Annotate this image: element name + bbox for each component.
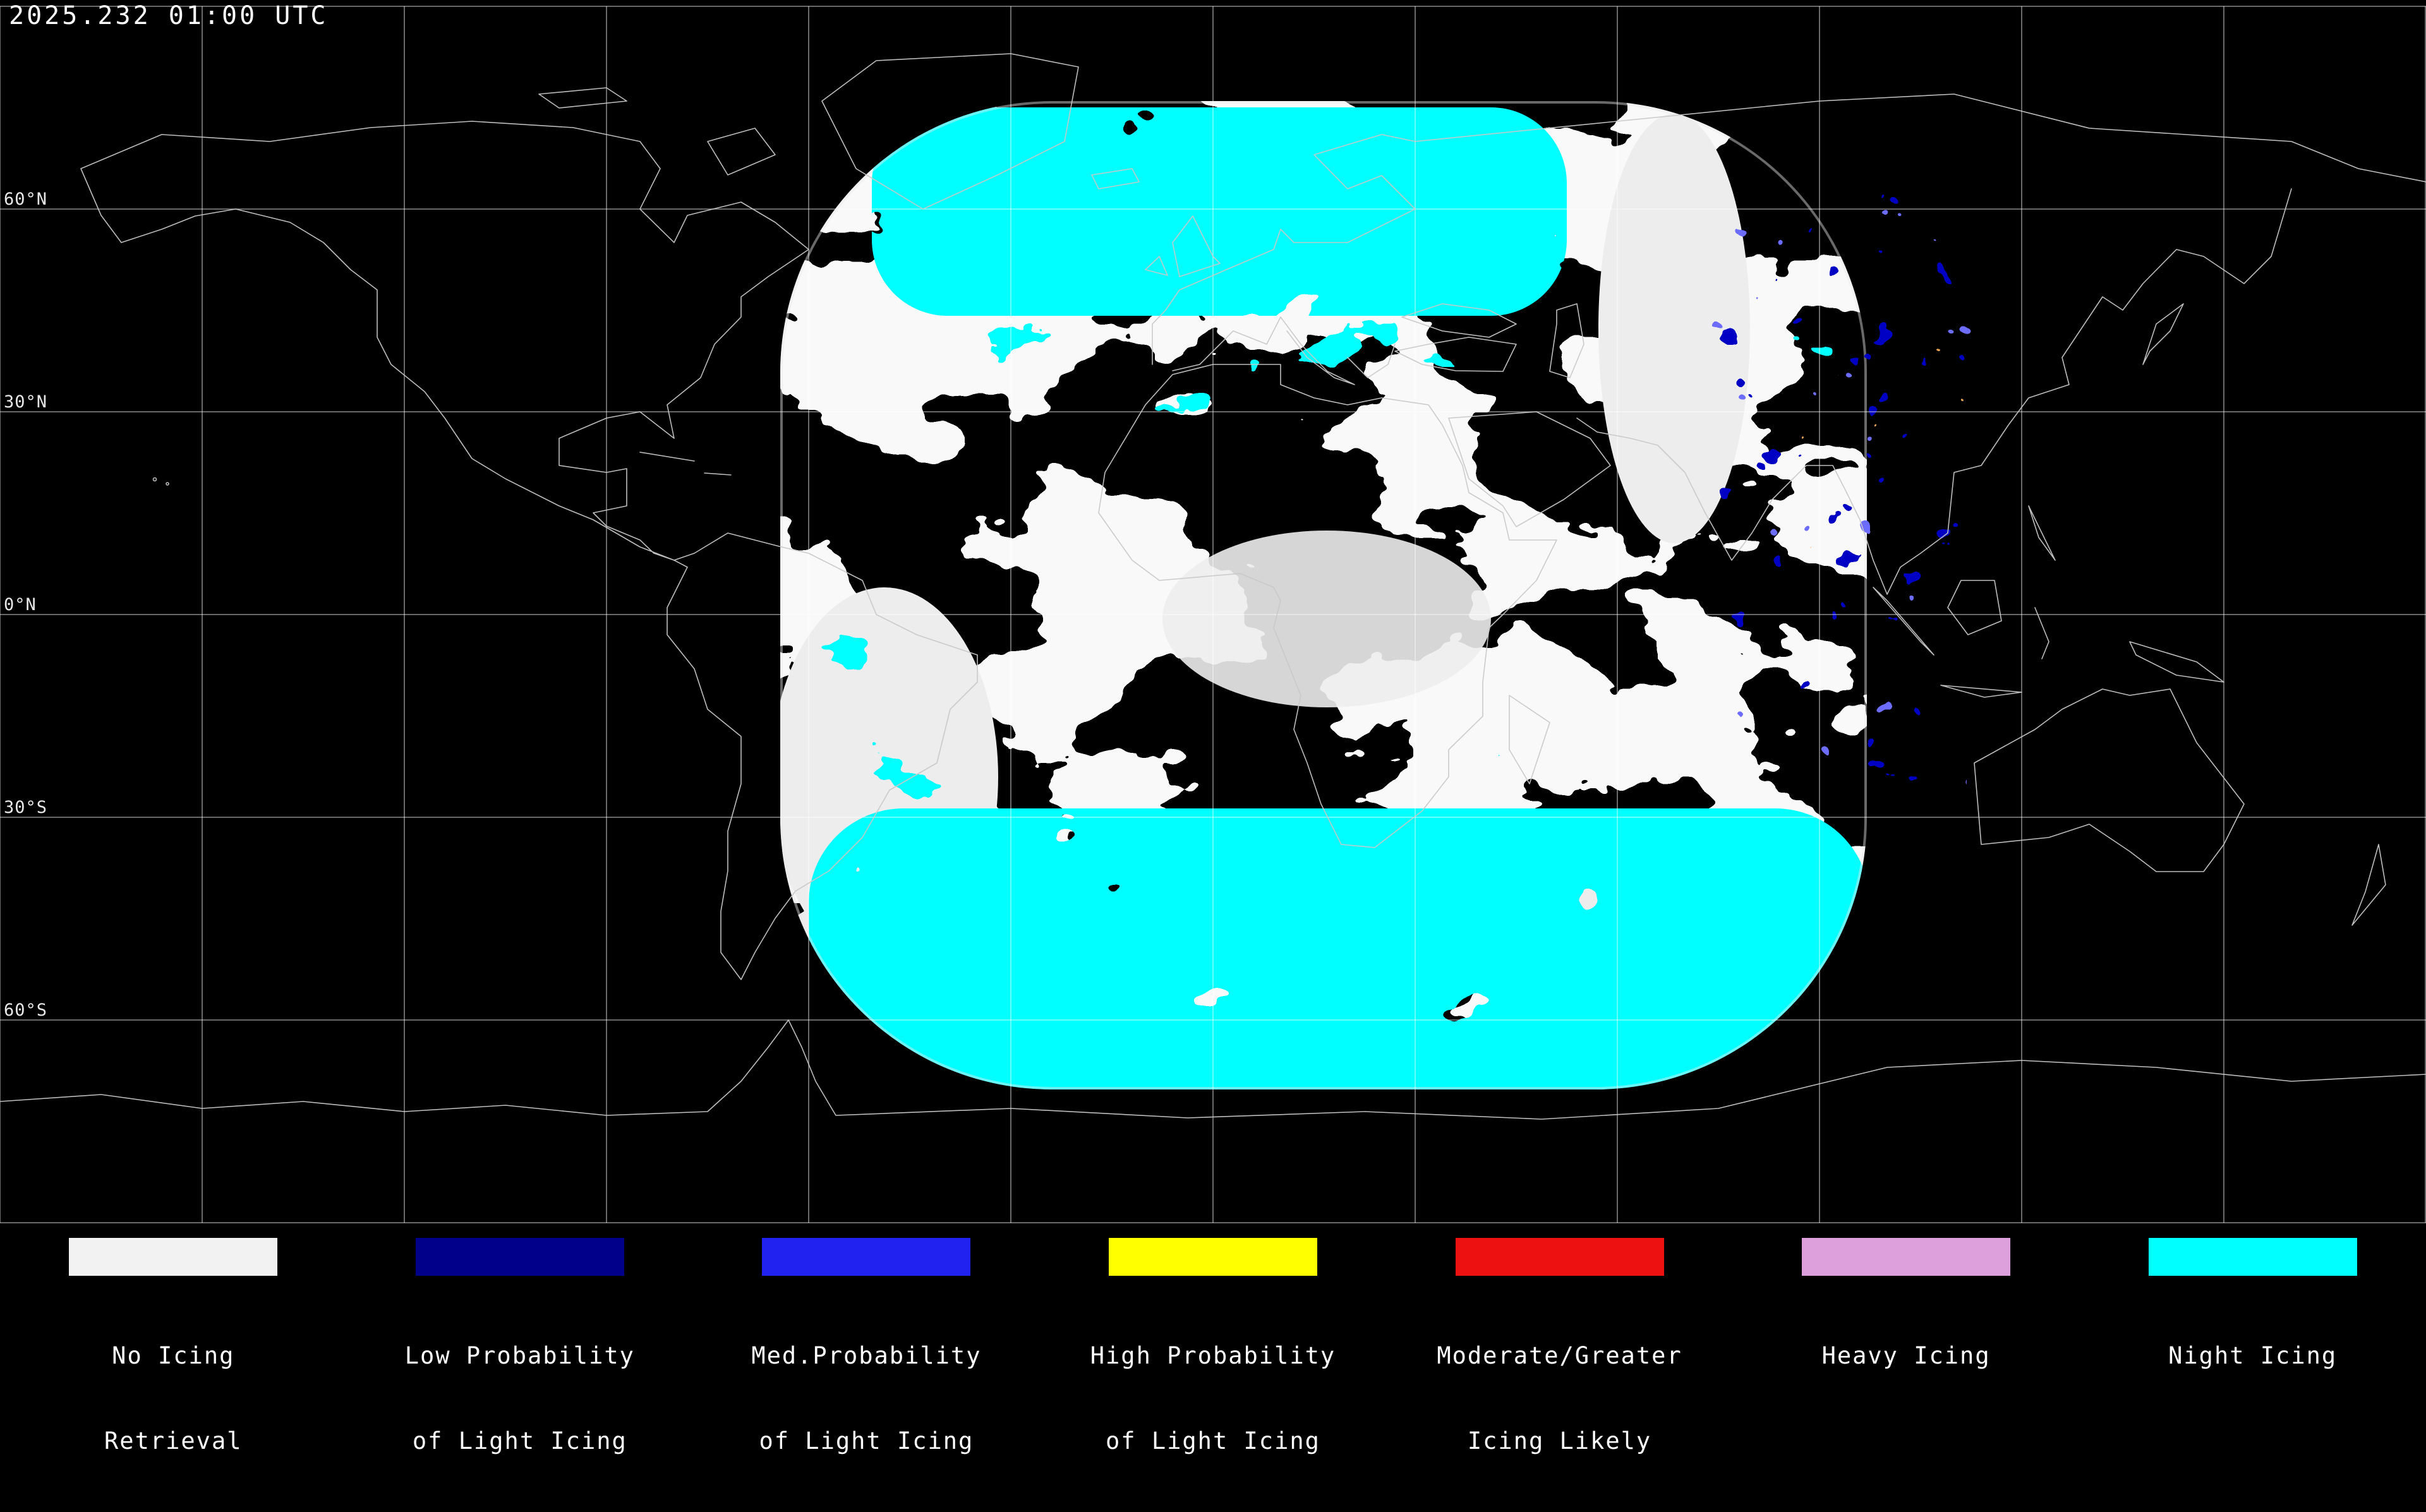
coastline-british-isles xyxy=(1145,215,1221,277)
coastline-asia-pacific xyxy=(1576,188,2292,595)
graticule-meridians xyxy=(0,6,2426,1223)
legend-label-line1: Moderate/Greater xyxy=(1437,1342,1682,1369)
coastline-africa xyxy=(1098,364,1557,848)
coastline-europe xyxy=(1152,134,1416,365)
legend-label-line1: Heavy Icing xyxy=(1821,1342,1991,1369)
legend-label-line2: Icing Likely xyxy=(1467,1427,1652,1455)
legend-swatch-heavy-icing xyxy=(1802,1238,2011,1276)
legend-item-low-probability: Low Probability of Light Icing xyxy=(356,1238,684,1512)
legend-label-line1: Med.Probability xyxy=(751,1342,982,1369)
legend-label-line1: High Probability xyxy=(1090,1342,1336,1369)
coastline-caribbean xyxy=(639,452,732,476)
lat-label-60n: 60°N xyxy=(4,189,48,209)
coastline-south-america xyxy=(667,532,978,980)
satellite-data-disk xyxy=(780,101,1867,1089)
legend-label-line1: Night Icing xyxy=(2168,1342,2338,1369)
legend-swatch-med-probability xyxy=(762,1238,971,1276)
night-icing-north-band xyxy=(872,107,1567,316)
legend-item-high-probability: High Probability of Light Icing xyxy=(1049,1238,1377,1512)
legend-label-line2: of Light Icing xyxy=(412,1427,627,1455)
legend-item-moderate-greater: Moderate/Greater Icing Likely xyxy=(1396,1238,1724,1512)
legend: No Icing Retrieval Low Probability of Li… xyxy=(0,1228,2426,1455)
legend-label-line2: of Light Icing xyxy=(759,1427,974,1455)
legend-item-heavy-icing: Heavy Icing xyxy=(1742,1238,2070,1484)
coastline-north-america xyxy=(80,121,809,561)
coastline-greenland xyxy=(821,53,1079,210)
coastline-madagascar xyxy=(1509,695,1550,784)
coastline-indonesia xyxy=(1873,505,2224,698)
graticule xyxy=(0,6,2426,1223)
lat-label-30s: 30°S xyxy=(4,798,48,817)
coastline-arabia xyxy=(1448,411,1611,527)
legend-item-med-probability: Med.Probability of Light Icing xyxy=(702,1238,1030,1512)
south-indian-speckles xyxy=(1864,739,1984,808)
coastline-baffin xyxy=(707,128,776,176)
icing-product-map: 2025.232 01:00 UTC 60°N 30°N 0°N 30°S 60… xyxy=(0,1,2426,1223)
east-icing-speckles xyxy=(1706,145,1990,827)
coastline-japan xyxy=(2142,303,2184,365)
legend-swatch-low-probability xyxy=(415,1238,624,1276)
coastline-black-sea xyxy=(1401,303,1517,338)
legend-label-line1: Low Probability xyxy=(404,1342,635,1369)
legend-swatch-high-probability xyxy=(1108,1238,1317,1276)
coastline-new-zealand xyxy=(2351,844,2386,926)
moderate-icing-layer xyxy=(1744,354,1971,808)
coastline-hawaii xyxy=(152,477,157,482)
legend-label-line1: No Icing xyxy=(112,1342,235,1369)
legend-swatch-no-icing-retrieval xyxy=(69,1238,278,1276)
coastline-mediterranean xyxy=(1172,316,1517,385)
lat-label-60s: 60°S xyxy=(4,1000,48,1020)
legend-label-line2: Retrieval xyxy=(104,1427,243,1455)
coastline-caspian-sea xyxy=(1549,303,1584,378)
coastlines xyxy=(0,53,2426,1120)
coastline-asia-arctic xyxy=(1415,93,2426,183)
legend-item-no-icing-retrieval: No Icing Retrieval xyxy=(9,1238,337,1512)
legend-swatch-moderate-greater xyxy=(1455,1238,1664,1276)
lat-label-0n: 0°N xyxy=(4,595,37,615)
coastline-antarctica xyxy=(0,1019,2426,1120)
world-map-svg xyxy=(0,6,2426,1223)
timestamp: 2025.232 01:00 UTC xyxy=(9,1,329,30)
coastline-hawaii xyxy=(166,482,169,486)
night-icing-south-band xyxy=(809,808,1867,1089)
lat-label-30n: 30°N xyxy=(4,392,48,412)
legend-label-line2: of Light Icing xyxy=(1106,1427,1320,1455)
legend-item-night-icing: Night Icing xyxy=(2089,1238,2417,1484)
legend-swatch-night-icing xyxy=(2148,1238,2357,1276)
coastline-iceland xyxy=(1091,168,1140,189)
coastline-arctic-islands xyxy=(538,87,627,109)
coastline-australia xyxy=(1974,688,2245,872)
